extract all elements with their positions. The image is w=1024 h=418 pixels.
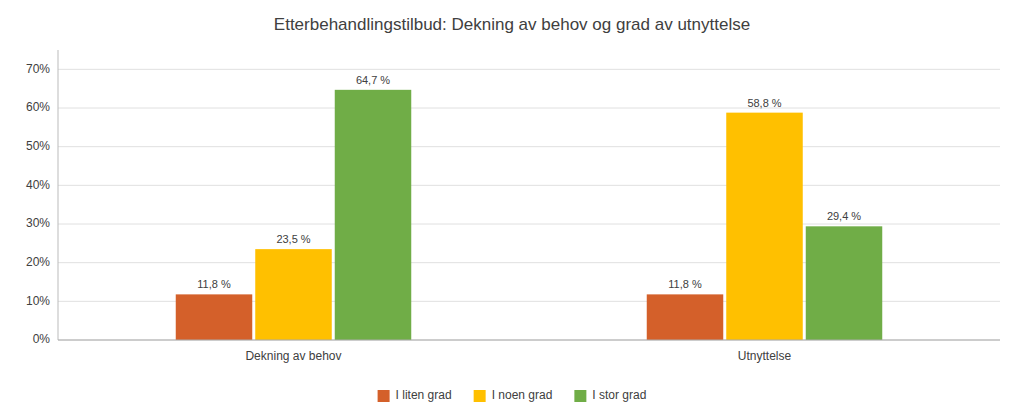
data-label: 64,7 % <box>356 74 390 86</box>
y-axis-line <box>58 50 59 340</box>
y-tick-label: 40% <box>26 178 50 192</box>
data-label: 58,8 % <box>747 97 781 109</box>
bars <box>176 90 883 340</box>
grid-line <box>58 108 1000 109</box>
grid-line <box>58 340 1000 341</box>
y-tick-label: 70% <box>26 62 50 76</box>
y-tick-label: 30% <box>26 216 50 230</box>
y-tick-label: 0% <box>33 332 51 346</box>
legend-label: I noen grad <box>492 388 553 402</box>
legend-item: I liten grad <box>378 388 452 402</box>
bar <box>647 294 724 340</box>
legend-swatch <box>574 390 586 402</box>
legend-swatch <box>378 390 390 402</box>
y-axis: 0% 10% 20% 30% 40% 50% 60% 70% <box>26 62 1000 347</box>
y-tick-label: 60% <box>26 100 50 114</box>
legend-label: I liten grad <box>396 388 452 402</box>
bar <box>726 113 803 340</box>
x-axis: Dekning av behov Utnyttelse <box>245 349 791 363</box>
chart-title: Etterbehandlingstilbud: Dekning av behov… <box>274 15 750 34</box>
data-label: 23,5 % <box>276 233 310 245</box>
data-labels: 11,8 % 11,8 % 23,5 % 58,8 % 64,7 % 29,4 % <box>197 74 861 291</box>
grid-line <box>58 224 1000 225</box>
y-tick-label: 20% <box>26 255 50 269</box>
chart-container: Etterbehandlingstilbud: Dekning av behov… <box>0 0 1024 418</box>
legend-label: I stor grad <box>592 388 646 402</box>
data-label: 29,4 % <box>827 210 861 222</box>
y-tick-label: 10% <box>26 294 50 308</box>
bar <box>335 90 412 340</box>
x-tick-label: Dekning av behov <box>245 349 341 363</box>
data-label: 11,8 % <box>668 278 702 290</box>
chart-svg: Etterbehandlingstilbud: Dekning av behov… <box>0 0 1024 418</box>
x-tick-label: Utnyttelse <box>738 349 792 363</box>
legend: I liten grad I noen grad I stor grad <box>378 388 647 402</box>
legend-item: I stor grad <box>574 388 646 402</box>
grid-line <box>58 185 1000 186</box>
bar <box>255 249 332 340</box>
bar <box>176 294 253 340</box>
legend-swatch <box>474 390 486 402</box>
bar <box>806 226 883 340</box>
x-axis-line <box>58 340 1000 341</box>
y-tick-label: 50% <box>26 139 50 153</box>
grid-line <box>58 146 1000 147</box>
legend-item: I noen grad <box>474 388 553 402</box>
grid-line <box>58 69 1000 70</box>
data-label: 11,8 % <box>197 278 231 290</box>
